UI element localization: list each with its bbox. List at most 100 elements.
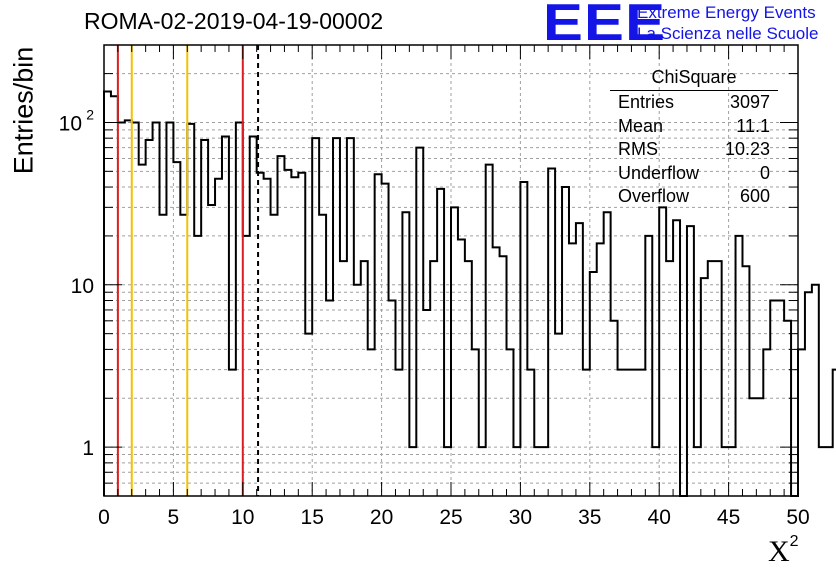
histogram-bin xyxy=(194,236,201,496)
histogram-bin xyxy=(347,138,354,496)
histogram-bin xyxy=(770,301,777,496)
x-axis-label-exponent: 2 xyxy=(789,533,799,550)
histogram-bin xyxy=(250,136,257,496)
histogram-bin xyxy=(742,266,749,496)
logo-subtitle-2: La Scienza nelle Scuole xyxy=(637,24,819,43)
histogram-bin xyxy=(319,215,326,496)
histogram-bin xyxy=(229,370,236,496)
histogram-bin xyxy=(187,124,194,496)
histogram-bin xyxy=(437,189,444,496)
histogram-bin xyxy=(278,156,285,496)
histogram-bin xyxy=(590,272,597,496)
histogram-bin xyxy=(819,447,826,496)
histogram-bin xyxy=(520,182,527,496)
histogram-bin xyxy=(486,165,493,496)
histogram-bin xyxy=(395,370,402,496)
histogram-bin xyxy=(826,447,833,496)
histogram-bin xyxy=(631,370,638,496)
stats-value: 0 xyxy=(759,162,770,183)
histogram-bin xyxy=(375,174,382,496)
histogram-bin xyxy=(798,349,805,496)
histogram-bin xyxy=(236,122,243,496)
x-axis-label: X2 xyxy=(768,533,799,569)
stats-value: 600 xyxy=(739,186,770,206)
histogram-bin xyxy=(291,177,298,496)
histogram-bin xyxy=(139,165,146,496)
histogram-bin xyxy=(402,212,409,496)
histogram-bin xyxy=(340,261,347,496)
histogram-bin xyxy=(389,301,396,496)
histogram-bin xyxy=(604,212,611,496)
x-tick-label: 25 xyxy=(439,506,462,529)
histogram-bin xyxy=(694,447,701,496)
stats-label: Overflow xyxy=(618,186,690,206)
histogram-bin xyxy=(118,122,125,496)
histogram-bin xyxy=(208,205,215,496)
histogram-bin xyxy=(132,122,139,496)
histogram-bin xyxy=(534,447,541,496)
histogram-bin xyxy=(527,370,534,496)
histogram-bin xyxy=(361,261,368,496)
histogram-bin xyxy=(507,349,514,496)
x-tick-label: 0 xyxy=(98,506,110,529)
stats-value: 11.1 xyxy=(736,115,770,136)
histogram-bin xyxy=(104,92,111,496)
x-tick-label: 50 xyxy=(786,506,809,529)
x-tick-label: 20 xyxy=(370,506,393,529)
x-tick-label: 30 xyxy=(509,506,532,529)
histogram-bin xyxy=(423,310,430,496)
histogram-bin xyxy=(659,207,666,496)
histogram-bin xyxy=(222,136,229,496)
stats-label: Underflow xyxy=(618,162,700,183)
histogram-bin xyxy=(458,240,465,496)
histogram-bin xyxy=(687,226,694,496)
histogram-bin xyxy=(153,122,160,496)
histogram-bin xyxy=(243,236,250,496)
histogram-bin xyxy=(160,215,167,496)
histogram-bin xyxy=(652,447,659,496)
histogram-bin xyxy=(125,120,132,496)
histogram-bin xyxy=(645,236,652,496)
histogram-bin xyxy=(451,207,458,496)
grid xyxy=(104,45,798,496)
histogram-bin xyxy=(333,138,340,496)
stats-row-rms: RMS 10.23 xyxy=(610,138,778,162)
histogram-bin xyxy=(736,236,743,496)
histogram-bin xyxy=(715,261,722,496)
y-axis-label: Entries/bin xyxy=(8,46,39,175)
histogram-bin xyxy=(812,285,819,496)
histogram-bin xyxy=(756,398,763,496)
histogram-bin xyxy=(201,140,208,496)
histogram-bin xyxy=(805,292,812,496)
histogram-bin xyxy=(166,122,173,496)
histogram-bin xyxy=(472,349,479,496)
histogram-bin xyxy=(382,184,389,496)
y-tick-label: 10 xyxy=(71,275,94,298)
x-tick-label: 45 xyxy=(717,506,740,529)
histogram-bin xyxy=(180,215,187,496)
stats-row-underflow: Underflow 0 xyxy=(610,162,778,186)
x-tick-label: 35 xyxy=(578,506,601,529)
histogram-bin xyxy=(146,140,153,496)
histogram-bin xyxy=(111,96,118,496)
y-tick-label: 1 xyxy=(82,437,94,460)
histogram-bin xyxy=(354,285,361,496)
histogram-bin xyxy=(576,223,583,496)
histogram-bin xyxy=(271,215,278,496)
x-axis-label-base: X xyxy=(768,535,790,568)
reference-lines xyxy=(116,45,260,496)
x-tick-label: 5 xyxy=(168,506,180,529)
histogram-bin xyxy=(562,187,569,496)
histogram-bin xyxy=(493,247,500,496)
histogram-bin xyxy=(298,173,305,496)
histogram-bin xyxy=(625,370,632,496)
eee-logo: EEE xyxy=(543,0,667,52)
histogram-bin xyxy=(541,447,548,496)
histogram-bin xyxy=(416,148,423,496)
histogram-bin xyxy=(638,370,645,496)
histogram-bin xyxy=(312,138,319,496)
histogram-bin xyxy=(444,447,451,496)
histogram-bin xyxy=(611,321,618,496)
